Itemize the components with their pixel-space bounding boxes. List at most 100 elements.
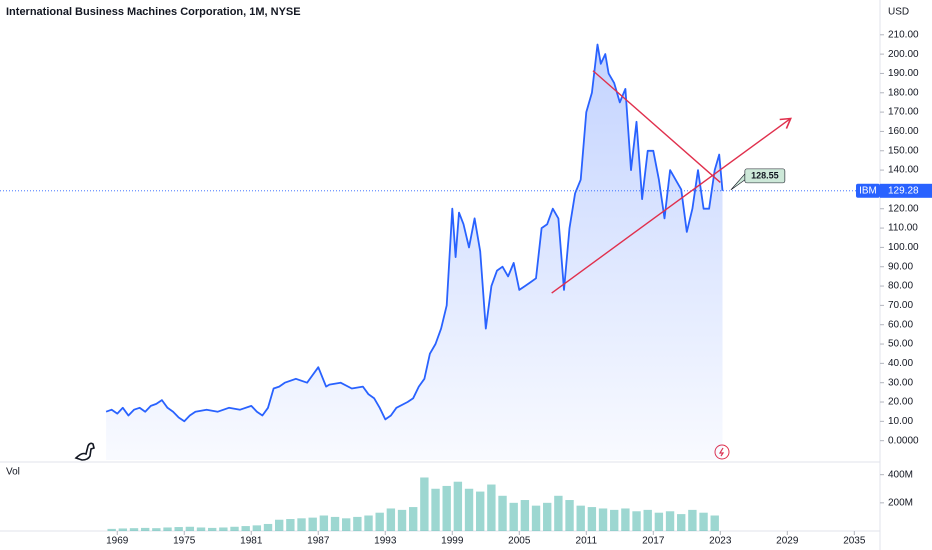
- y-tick-label: 160.00: [888, 126, 919, 137]
- x-tick-label: 1975: [173, 536, 196, 547]
- volume-bar: [353, 516, 362, 531]
- volume-bar: [286, 519, 295, 531]
- x-tick-label: 2011: [576, 536, 598, 547]
- volume-bar: [409, 507, 418, 531]
- volume-bar: [509, 502, 518, 531]
- volume-bar: [621, 508, 630, 531]
- volume-bar: [163, 527, 172, 531]
- y-tick-label: 30.00: [888, 377, 913, 388]
- volume-bar: [174, 527, 183, 531]
- volume-bar: [632, 511, 641, 531]
- volume-bar: [230, 526, 239, 531]
- x-tick-label: 1969: [106, 536, 129, 547]
- volume-bar: [397, 509, 407, 531]
- volume-bar: [587, 507, 597, 531]
- volume-bar: [330, 516, 340, 531]
- symbol-label: IBM: [859, 185, 877, 196]
- volume-bar: [129, 528, 139, 531]
- volume-bar: [185, 526, 195, 531]
- y-tick-label: 170.00: [888, 107, 919, 118]
- x-tick-label: 1981: [240, 536, 263, 547]
- volume-bar: [241, 526, 250, 531]
- volume-bar: [520, 500, 530, 531]
- y-tick-label: 90.00: [888, 261, 913, 272]
- volume-label: Vol: [6, 467, 20, 478]
- y-tick-label: 100.00: [888, 242, 919, 253]
- y-tick-label: 10.00: [888, 416, 913, 427]
- x-tick-label: 2023: [709, 536, 732, 547]
- y-tick-label: 200.00: [888, 49, 919, 60]
- y-tick-label: 140.00: [888, 165, 919, 176]
- volume-bar: [498, 495, 507, 531]
- volume-tick-label: 400M: [888, 469, 913, 480]
- volume-bar: [420, 477, 429, 531]
- volume-bar: [375, 512, 384, 531]
- volume-bar: [531, 505, 541, 531]
- x-tick-label: 2029: [776, 536, 799, 547]
- trend-arrowhead: [779, 117, 792, 129]
- annotation-box: [744, 168, 786, 184]
- volume-bar: [688, 509, 697, 531]
- y-tick-label: 180.00: [888, 87, 919, 98]
- volume-bar: [219, 527, 228, 531]
- volume-bar: [487, 484, 496, 531]
- last-price-label: 129.28: [888, 185, 919, 196]
- volume-bar: [710, 515, 719, 531]
- volume-bar: [140, 527, 150, 531]
- volume-bar: [598, 508, 608, 531]
- trend-line: [551, 117, 792, 294]
- annotation-label: 128.55: [751, 170, 779, 180]
- price-line: [105, 43, 724, 423]
- volume-bar: [263, 523, 273, 531]
- volume-bar: [677, 514, 686, 531]
- volume-bar: [386, 508, 396, 531]
- x-tick-label: 1993: [374, 536, 397, 547]
- y-tick-label: 0.0000: [888, 435, 919, 446]
- trend-line: [592, 70, 721, 183]
- x-tick-label: 1999: [441, 536, 464, 547]
- volume-bar: [554, 495, 563, 531]
- y-tick-label: 190.00: [888, 68, 919, 79]
- volume-bar: [431, 488, 440, 531]
- volume-bar: [297, 518, 306, 531]
- volume-bar: [654, 512, 664, 531]
- chart-title: International Business Machines Corporat…: [6, 6, 301, 18]
- x-tick-label: 1987: [307, 536, 330, 547]
- price-area: [106, 44, 723, 460]
- volume-bar: [565, 500, 574, 531]
- y-tick-label: 120.00: [888, 203, 919, 214]
- volume-bar: [118, 528, 128, 531]
- volume-bar: [152, 528, 161, 531]
- y-tick-label: 50.00: [888, 339, 913, 350]
- volume-bar: [610, 509, 619, 531]
- logo: [74, 442, 95, 461]
- volume-tick-label: 200M: [888, 497, 913, 508]
- volume-bar: [464, 488, 474, 531]
- volume-bar: [252, 525, 262, 531]
- volume-bar: [699, 512, 708, 531]
- volume-bar: [576, 505, 585, 531]
- volume-bar: [207, 527, 217, 531]
- y-tick-label: 20.00: [888, 397, 913, 408]
- volume-bar: [319, 515, 329, 531]
- symbol-badge: [856, 183, 880, 198]
- y-tick-label: 70.00: [888, 300, 913, 311]
- volume-bar: [107, 528, 116, 531]
- volume-bar: [342, 518, 351, 531]
- volume-bar: [196, 527, 206, 531]
- volume-bar: [364, 515, 373, 531]
- volume-bar: [442, 485, 451, 531]
- y-tick-label: 80.00: [888, 281, 913, 292]
- x-tick-label: 2005: [508, 536, 531, 547]
- y-tick-label: 40.00: [888, 358, 913, 369]
- last-price-badge: [880, 183, 932, 198]
- currency-label: USD: [888, 7, 909, 18]
- y-tick-label: 150.00: [888, 145, 919, 156]
- y-tick-label: 110.00: [888, 223, 918, 234]
- y-tick-label: 60.00: [888, 319, 913, 330]
- volume-bar: [453, 481, 463, 531]
- x-tick-label: 2017: [642, 536, 665, 547]
- volume-bar: [275, 519, 284, 531]
- volume-bar: [543, 502, 552, 531]
